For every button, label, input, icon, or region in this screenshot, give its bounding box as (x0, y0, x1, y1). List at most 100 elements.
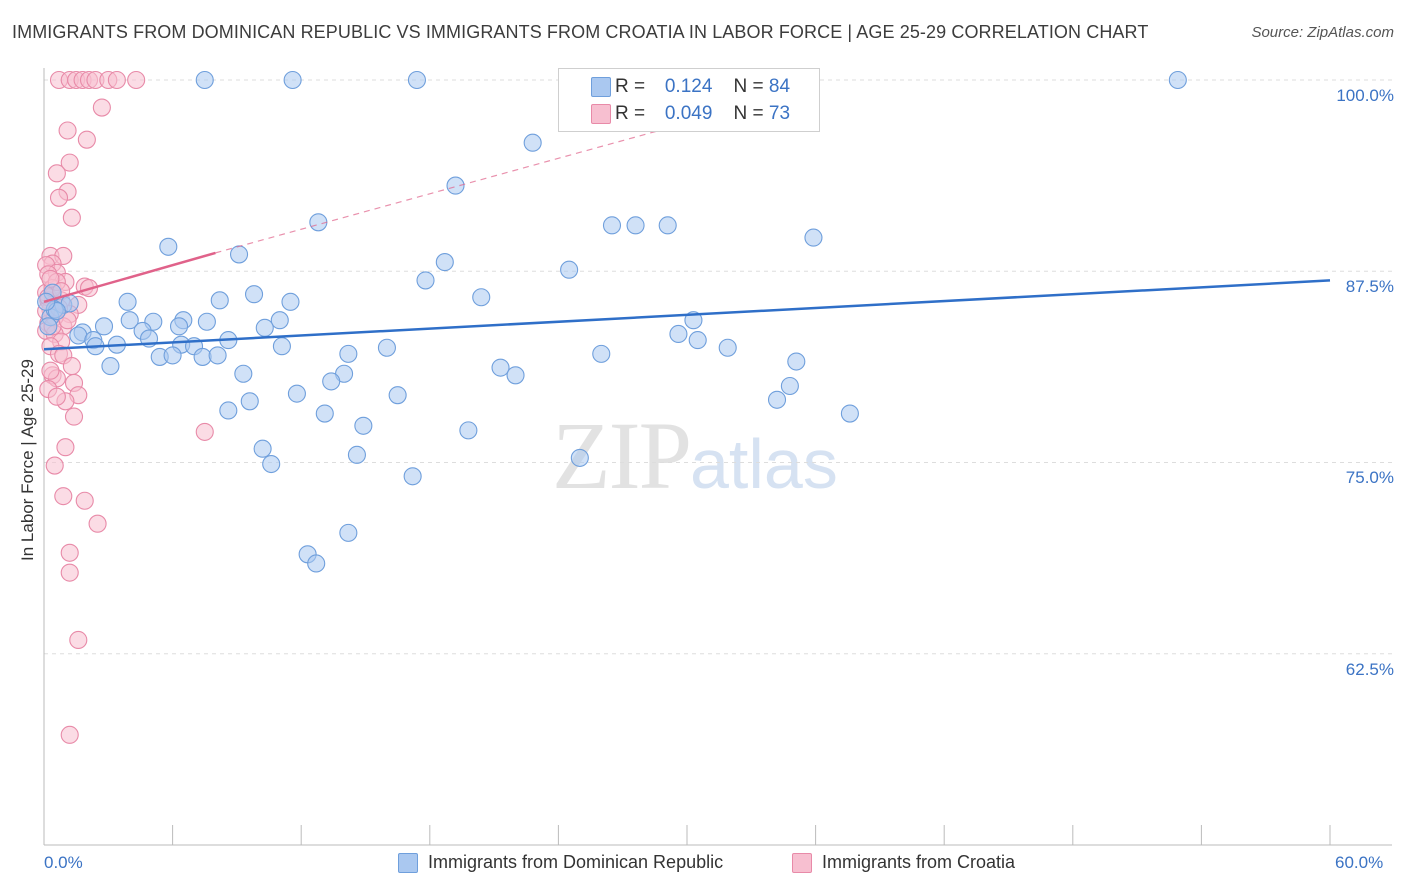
x-tick-label: 0.0% (44, 853, 83, 872)
croatia-point (107, 70, 126, 90)
dominican-point (240, 392, 259, 411)
dominican-point (347, 445, 366, 464)
chart-source: Source: ZipAtlas.com (1251, 24, 1394, 41)
dominican-point (354, 416, 373, 435)
dominican-point (270, 311, 289, 330)
legend-row-dominican: R = 0.124 N = 84 (591, 74, 791, 100)
legend-swatch-blue (398, 852, 418, 873)
dominican-point (840, 404, 859, 423)
croatia-point (77, 130, 96, 149)
croatia-point (60, 725, 79, 744)
dominican-point (169, 317, 189, 336)
dominican-point (388, 386, 407, 405)
dominican-point (472, 288, 491, 307)
legend-row-croatia: R = 0.049 N = 73 (591, 101, 790, 127)
correlation-legend: R = 0.124 N = 84 R = 0.049 N = 73 (558, 68, 820, 132)
dominican-point (570, 448, 589, 467)
dominican-point (287, 384, 306, 403)
croatia-point (45, 456, 64, 475)
dominican-point (69, 326, 88, 345)
dominican-point (255, 318, 274, 337)
dominican-point (560, 260, 579, 279)
legend-r-value: 0.049 (664, 103, 713, 124)
croatia-point (127, 70, 146, 90)
croatia-point (62, 208, 81, 227)
series-legend-croatia: Immigrants from Croatia (792, 852, 1015, 873)
croatia-point (58, 121, 77, 140)
dominican-point (767, 390, 787, 409)
croatia-point (195, 422, 214, 441)
x-tick-label: 60.0% (1335, 853, 1384, 872)
y-axis-label: In Labor Force | Age 25-29 (18, 359, 37, 561)
croatia-point (92, 98, 111, 117)
y-tick-label: 62.5% (1345, 660, 1394, 679)
watermark-atlas: atlas (690, 425, 838, 503)
dominican-point (602, 216, 622, 235)
dominican-point (253, 439, 272, 458)
legend-r-label: R = (615, 76, 646, 97)
dominican-point (339, 344, 358, 363)
dominican-point (159, 237, 178, 256)
dominican-point (219, 401, 238, 420)
dominican-point (506, 366, 525, 385)
dominican-point (403, 467, 422, 486)
dominican-point (446, 176, 465, 195)
dominican-point (322, 372, 341, 391)
dominican-point (210, 291, 229, 310)
dominican-point (416, 271, 435, 290)
dominican-point (787, 352, 806, 371)
chart-title: IMMIGRANTS FROM DOMINICAN REPUBLIC VS IM… (12, 22, 1149, 42)
dominican-point (195, 70, 214, 90)
legend-swatch-pink (792, 852, 812, 873)
dominican-point (197, 312, 216, 331)
croatia-point (54, 487, 73, 506)
legend-r-value: 0.124 (664, 76, 713, 97)
dominican-point (307, 554, 326, 573)
legend-swatch-pink (591, 104, 611, 124)
dominican-point (435, 253, 454, 272)
croatia-point (41, 361, 60, 380)
dominican-point (39, 317, 58, 336)
legend-swatch-blue (591, 77, 611, 97)
dominican-point (377, 338, 396, 357)
croatia-point (47, 164, 66, 183)
trend-layer (43, 122, 1331, 351)
dominican-point (491, 358, 510, 377)
croatia-point (75, 491, 94, 510)
croatia-point (69, 630, 88, 650)
dominican-point (262, 454, 281, 474)
dominican-point (523, 133, 542, 152)
dominican-point (244, 285, 264, 304)
dominican-point (669, 324, 688, 344)
dominican-point (1168, 70, 1187, 90)
dominican-trend-line (43, 279, 1331, 351)
y-tick-label: 100.0% (1336, 86, 1394, 105)
dominican-point (163, 346, 182, 365)
legend-n-label: N = (733, 103, 764, 124)
dominican-point (283, 70, 302, 90)
y-tick-label: 87.5% (1345, 277, 1394, 296)
croatia-point (60, 543, 79, 562)
croatia-point (60, 563, 79, 582)
series-name: Immigrants from Croatia (822, 852, 1016, 872)
dominican-point (208, 346, 227, 365)
dominican-point (592, 344, 611, 363)
legend-n-value: 84 (768, 76, 791, 97)
dominican-point (459, 421, 478, 440)
dominican-point (315, 404, 334, 423)
dominican-point (339, 523, 358, 542)
dominican-point (118, 292, 137, 311)
dominican-point (780, 376, 799, 396)
dominican-point (658, 216, 677, 235)
dominican-point (688, 331, 707, 350)
dominican-point (407, 70, 426, 90)
croatia-point (88, 514, 107, 533)
dominican-point (626, 216, 645, 235)
axis-layer (43, 68, 1392, 846)
croatia-point (60, 153, 79, 172)
legend-r-label: R = (615, 103, 646, 124)
dominican-point (193, 347, 212, 366)
dominican-point (101, 357, 120, 376)
dominican-points (37, 70, 1187, 573)
